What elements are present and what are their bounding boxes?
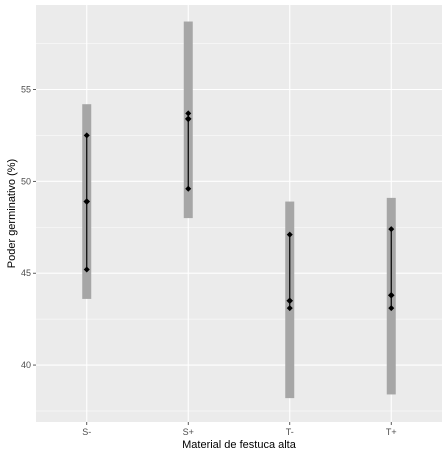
mean-point xyxy=(83,198,91,205)
x-tick-label: S- xyxy=(82,427,91,437)
minor-gridlines xyxy=(36,43,442,412)
y-tick-label: 45 xyxy=(21,268,31,278)
ci-upper-cap xyxy=(388,226,395,233)
y-tick-label: 50 xyxy=(21,176,31,186)
mean-point xyxy=(184,115,192,123)
mean-points xyxy=(83,115,395,305)
mean-point xyxy=(387,291,395,299)
y-axis-ticks: 40 45 50 55 xyxy=(21,85,36,370)
ci-lower-cap xyxy=(185,185,192,192)
ci-upper-cap xyxy=(83,132,90,139)
ci-lower-cap xyxy=(388,305,395,312)
y-tick-label: 40 xyxy=(21,360,31,370)
plot-panel xyxy=(36,5,442,422)
y-tick-label: 55 xyxy=(21,85,31,95)
x-tick-label: T- xyxy=(286,427,294,437)
y-axis-title: Poder germinativo (%) xyxy=(6,159,18,268)
x-tick-label: T+ xyxy=(386,427,397,437)
ci-lower-cap xyxy=(286,305,293,312)
ci-upper-cap xyxy=(286,231,293,238)
x-axis-title: Material de festuca alta xyxy=(182,439,297,451)
x-axis-ticks: S- S+ T- T+ xyxy=(82,422,397,437)
mean-point xyxy=(286,297,294,305)
x-tick-label: S+ xyxy=(183,427,194,437)
ci-upper-cap xyxy=(185,110,192,117)
ci-lower-cap xyxy=(83,266,90,273)
